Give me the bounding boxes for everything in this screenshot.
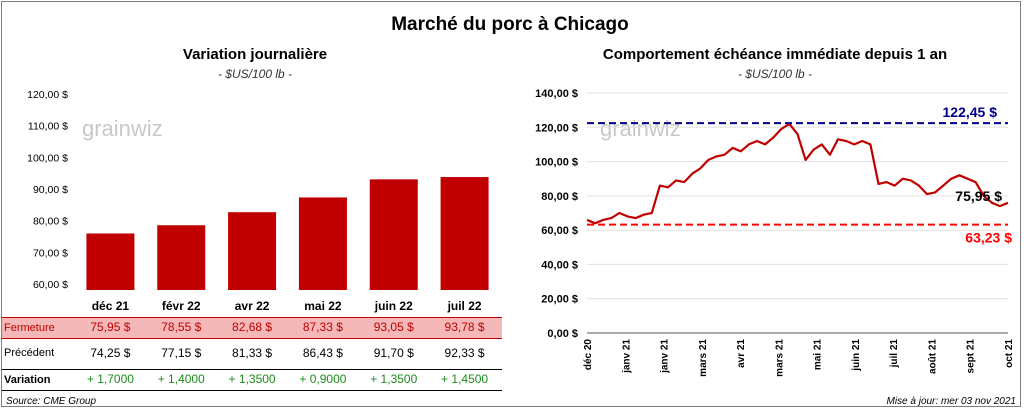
precedent-label: Précédent bbox=[4, 347, 55, 359]
table-cell: 74,25 $ bbox=[90, 346, 131, 360]
x-tick-label: juin 21 bbox=[851, 339, 862, 372]
x-tick-label: mai 22 bbox=[304, 299, 342, 313]
table-cell: + 1,3500 bbox=[228, 372, 276, 386]
y-tick-label: 120,00 $ bbox=[535, 122, 578, 134]
table-cell: 78,55 $ bbox=[161, 320, 202, 334]
fermeture-label: Fermeture bbox=[4, 322, 55, 334]
x-tick-label: mars 21 bbox=[698, 339, 709, 377]
table-cell: 91,70 $ bbox=[373, 346, 414, 360]
left-chart-title: Variation journalière bbox=[182, 46, 328, 63]
y-tick-label: 100,00 $ bbox=[535, 157, 578, 169]
y-tick-label: 0,00 $ bbox=[547, 328, 578, 340]
x-tick-label: avr 22 bbox=[234, 299, 270, 313]
y-tick-label: 60,00 $ bbox=[33, 279, 68, 291]
x-tick-label: avr 21 bbox=[736, 339, 747, 368]
bar bbox=[298, 197, 347, 290]
y-tick-label: 20,00 $ bbox=[541, 294, 578, 306]
y-tick-label: 110,00 $ bbox=[28, 121, 68, 133]
x-tick-label: juin 22 bbox=[374, 299, 413, 313]
last-value-label: 75,95 $ bbox=[955, 188, 1002, 204]
y-tick-label: 80,00 $ bbox=[541, 191, 578, 203]
variation-row: Variation bbox=[2, 369, 502, 391]
x-tick-label: mars 21 bbox=[774, 339, 785, 377]
watermark: grainwiz bbox=[600, 116, 681, 141]
x-tick-label: août 21 bbox=[927, 339, 938, 374]
low-value-label: 63,23 $ bbox=[965, 230, 1012, 246]
source-note: Source: CME Group bbox=[6, 396, 97, 407]
fermeture-row: Fermeture bbox=[2, 317, 502, 339]
table-cell: 86,43 $ bbox=[302, 346, 343, 360]
table-cell: 81,33 $ bbox=[232, 346, 273, 360]
update-note: Mise à jour: mer 03 nov 2021 bbox=[886, 396, 1016, 407]
x-tick-label: févr 22 bbox=[161, 299, 201, 313]
y-tick-label: 90,00 $ bbox=[33, 184, 68, 196]
table-cell: + 1,7000 bbox=[86, 372, 134, 386]
right-chart-unit: - $US/100 lb - bbox=[737, 67, 813, 81]
left-chart-unit: - $US/100 lb - bbox=[217, 67, 293, 81]
right-chart-title: Comportement échéance immédiate depuis 1… bbox=[602, 46, 948, 63]
table-cell: + 1,3500 bbox=[370, 372, 418, 386]
variation-label: Variation bbox=[4, 374, 51, 386]
x-tick-label: déc 20 bbox=[583, 339, 594, 371]
table-cell: 77,15 $ bbox=[161, 346, 202, 360]
left-bar-chart: grainwiz 60,00 $ 70,00 $ 80,00 $ 90,00 $ 100,… bbox=[27, 89, 489, 291]
bar bbox=[440, 177, 489, 290]
x-tick-label: juil 22 bbox=[447, 299, 482, 313]
table-cell: 93,78 $ bbox=[444, 320, 485, 334]
table-cell: 92,33 $ bbox=[444, 346, 485, 360]
table-cell: 75,95 $ bbox=[90, 320, 131, 334]
x-tick-label: mai 21 bbox=[813, 339, 824, 371]
y-tick-label: 60,00 $ bbox=[541, 225, 578, 237]
y-tick-label: 80,00 $ bbox=[33, 216, 68, 228]
table-cell: 93,05 $ bbox=[373, 320, 414, 334]
y-tick-label: 120,00 $ bbox=[27, 89, 68, 101]
bar bbox=[157, 225, 206, 290]
page-title: Marché du porc à Chicago bbox=[391, 14, 629, 35]
y-tick-label: 40,00 $ bbox=[541, 259, 578, 271]
table-cell: 82,68 $ bbox=[232, 320, 273, 334]
bar bbox=[369, 179, 418, 290]
y-tick-label: 70,00 $ bbox=[33, 247, 68, 259]
price-line bbox=[586, 122, 1009, 225]
x-tick-label: janv 21 bbox=[621, 339, 632, 374]
y-tick-label: 140,00 $ bbox=[535, 88, 578, 100]
x-tick-label: sept 21 bbox=[966, 339, 977, 374]
bar bbox=[86, 233, 135, 290]
x-tick-label: juil 21 bbox=[889, 339, 900, 369]
table-cell: + 1,4500 bbox=[441, 372, 489, 386]
x-tick-label: janv 21 bbox=[660, 339, 671, 374]
table-cell: + 1,4000 bbox=[157, 372, 205, 386]
bar bbox=[228, 212, 277, 290]
table-cell: + 0,9000 bbox=[299, 372, 347, 386]
precedent-row: Précédent bbox=[2, 343, 502, 363]
high-value-label: 122,45 $ bbox=[943, 104, 998, 120]
watermark: grainwiz bbox=[82, 116, 163, 141]
table-cell: 87,33 $ bbox=[302, 320, 343, 334]
x-tick-label: oct 21 bbox=[1004, 339, 1015, 368]
y-tick-label: 100,00 $ bbox=[27, 152, 68, 164]
x-tick-label: déc 21 bbox=[91, 299, 130, 313]
